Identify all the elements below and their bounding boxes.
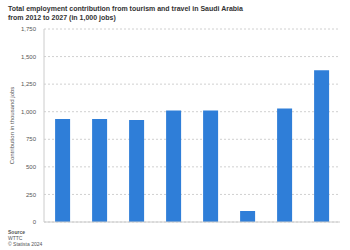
html-text:Source: Source xyxy=(8,229,25,235)
svg-text:1,750: 1,750 xyxy=(21,26,37,32)
html-text:© Statista 2024: © Statista 2024 xyxy=(8,241,43,247)
svg-text:1,500: 1,500 xyxy=(21,54,37,60)
svg-text:Contribution in thousand jobs: Contribution in thousand jobs xyxy=(9,87,15,165)
svg-text:1,250: 1,250 xyxy=(21,81,37,87)
html-text:WTTC: WTTC xyxy=(8,235,23,241)
svg-text:500: 500 xyxy=(26,164,37,170)
html-text:Total employment contribution: Total employment contribution from touri… xyxy=(8,5,243,21)
svg-text:1,000: 1,000 xyxy=(21,109,37,115)
svg-text:750: 750 xyxy=(26,136,37,142)
svg-text:250: 250 xyxy=(26,192,37,198)
svg-text:0: 0 xyxy=(33,219,37,225)
